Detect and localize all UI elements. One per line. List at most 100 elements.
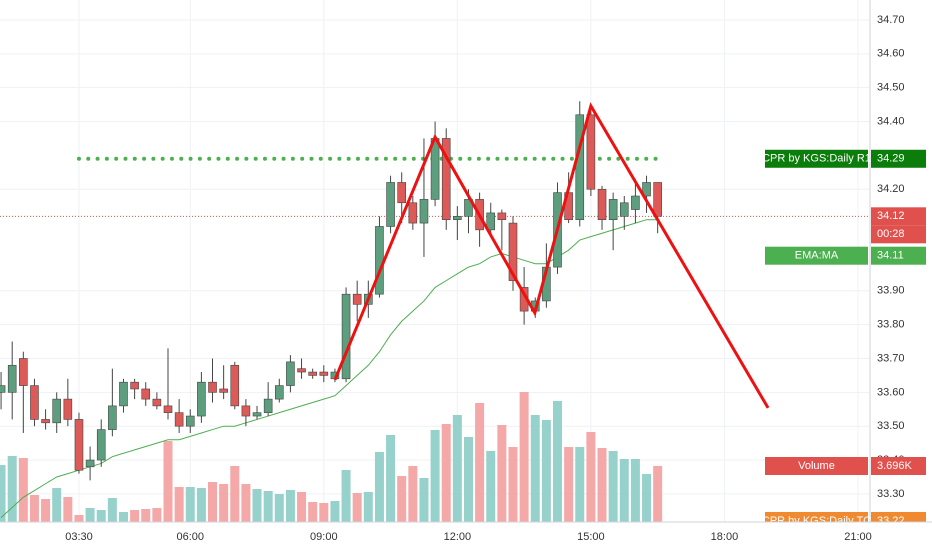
volume-bar <box>185 487 195 522</box>
candle-body <box>63 398 73 420</box>
candle-body <box>197 381 206 417</box>
volume-bar <box>608 451 618 522</box>
candle-body <box>341 293 351 380</box>
volume-bar <box>508 447 518 522</box>
candle-body <box>152 398 162 407</box>
volume-bar <box>41 499 51 522</box>
volume-bar <box>74 515 84 522</box>
volume-bar <box>0 465 6 522</box>
candle-body <box>119 381 128 407</box>
y-tick-label: 34.70 <box>877 14 905 26</box>
volume-bar <box>408 466 418 522</box>
candle-body <box>352 293 362 305</box>
volume-bar <box>497 425 507 522</box>
y-tick-label: 33.60 <box>877 386 905 398</box>
candle-body <box>85 459 95 468</box>
y-tick-label: 33.90 <box>877 285 905 297</box>
volume-bar <box>85 508 95 522</box>
candle-body <box>642 182 651 197</box>
volume-bar <box>118 512 128 522</box>
ema-label-name: EMA:MA <box>795 250 839 262</box>
candle-body <box>441 138 451 221</box>
x-tick-label: 03:30 <box>65 531 93 543</box>
candle-body <box>74 419 84 471</box>
y-tick-label: 34.20 <box>877 183 905 195</box>
candle-body <box>163 405 173 413</box>
x-tick-label: 18:00 <box>711 531 739 543</box>
candle-body <box>141 388 151 400</box>
candle-body <box>241 405 251 417</box>
volume-bar <box>308 502 318 522</box>
volume-bar <box>130 510 140 522</box>
ema-label-value: 34.11 <box>877 250 904 262</box>
candle-body <box>586 114 596 190</box>
y-tick-label: 34.60 <box>877 48 905 60</box>
volume-bar <box>386 435 396 522</box>
candle-body <box>453 216 462 221</box>
last-price-label-value: 34.12 <box>877 210 905 222</box>
candle-body <box>208 381 217 393</box>
volume-bar <box>553 401 563 522</box>
candle-body <box>108 405 117 430</box>
candle-body <box>174 412 184 427</box>
cpr-label-name: CPR by KGS:Daily R1 <box>762 153 871 165</box>
x-tick-label: 15:00 <box>577 531 605 543</box>
cpr-label-name-box <box>765 149 868 168</box>
volume-bar <box>7 456 17 522</box>
candle-body <box>185 415 195 427</box>
cpr-label-value: 34.29 <box>877 153 905 165</box>
volume-bar <box>285 490 295 522</box>
candle-body <box>219 388 228 393</box>
candle-body <box>274 385 284 400</box>
countdown-box <box>871 225 926 244</box>
x-tick-label: 12:00 <box>444 531 472 543</box>
volume-bar <box>541 420 551 522</box>
candle-body <box>52 398 62 424</box>
volume-bar <box>463 437 473 522</box>
volume-bar <box>274 494 284 522</box>
volume-bar <box>397 476 407 522</box>
volume-bar <box>196 488 206 522</box>
candle-body <box>0 385 6 393</box>
volume-label-name-box <box>765 457 868 475</box>
volume-bar <box>52 488 62 522</box>
volume-bar <box>630 459 640 522</box>
candle-body <box>230 364 240 407</box>
candle-body <box>41 419 50 424</box>
volume-bar <box>486 451 496 522</box>
volume-bar <box>419 478 429 522</box>
volume-bar <box>241 484 251 522</box>
y-tick-label: 33.50 <box>877 420 905 432</box>
volume-bar <box>475 403 485 522</box>
candle-body <box>608 199 618 221</box>
volume-bar <box>352 493 362 522</box>
volume-bar <box>18 458 28 522</box>
candle-body <box>486 212 496 231</box>
candle-body <box>653 182 662 217</box>
candle-body <box>308 371 317 376</box>
candle-body <box>508 222 518 281</box>
candle-body <box>408 202 418 224</box>
candle-body <box>631 195 640 210</box>
volume-bar <box>252 489 262 522</box>
y-tick-label: 34.40 <box>877 115 905 127</box>
volume-bar <box>319 503 329 522</box>
cpr-label-value-box <box>871 149 926 168</box>
candle-body <box>7 364 17 393</box>
volume-bar <box>519 392 529 522</box>
candle-body <box>96 429 106 461</box>
x-tick-label: 06:00 <box>176 531 204 543</box>
candle-body <box>619 202 629 217</box>
candle-body <box>30 385 39 420</box>
volume-bar <box>363 492 373 522</box>
candle-body <box>375 226 384 295</box>
candle-body <box>19 358 28 386</box>
volume-bar <box>208 482 218 522</box>
volume-bar <box>263 491 273 522</box>
candle-body <box>464 199 473 217</box>
candle-body <box>286 361 295 386</box>
volume-bar <box>441 424 451 522</box>
volume-bar <box>63 497 73 522</box>
volume-bar <box>96 510 106 522</box>
y-tick-label: 33.80 <box>877 319 905 331</box>
